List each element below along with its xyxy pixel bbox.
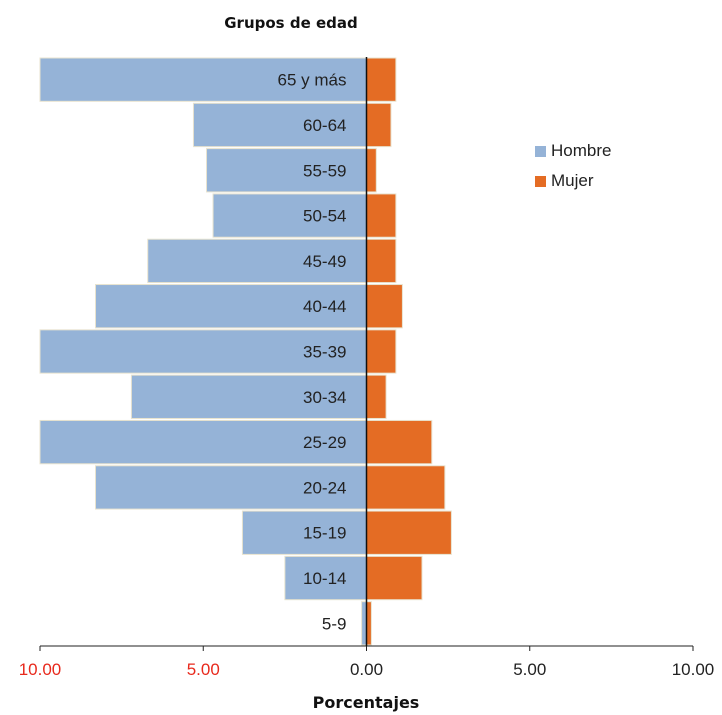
- bar-hombre-4: [147, 238, 367, 284]
- category-label-7: 30-34: [303, 388, 346, 407]
- bar-mujer-3: [366, 193, 397, 238]
- bar-hombre-5: [95, 284, 367, 329]
- category-label-6: 35-39: [303, 343, 346, 362]
- x-tick-label-1: 5.00: [187, 660, 220, 679]
- bar-hombre-7: [130, 374, 367, 419]
- legend-label-hombre: Hombre: [551, 141, 612, 160]
- category-label-12: 5-9: [322, 614, 347, 633]
- bar-mujer-2: [366, 148, 377, 193]
- category-label-8: 25-29: [303, 433, 346, 452]
- legend: Hombre Mujer: [535, 136, 611, 196]
- bar-hombre-2: [206, 148, 367, 193]
- category-label-4: 45-49: [303, 252, 346, 271]
- bar-hombre-3: [212, 193, 367, 238]
- legend-swatch-mujer: [535, 175, 546, 187]
- bar-hombre-8: [39, 419, 367, 465]
- legend-label-mujer: Mujer: [551, 171, 594, 190]
- bar-hombre-6: [39, 329, 367, 374]
- x-ticks-group: 10.00 5.00 0.00 5.00 10.00: [19, 646, 715, 679]
- bar-mujer-5: [366, 284, 403, 329]
- legend-item-hombre: Hombre: [535, 136, 611, 166]
- bar-mujer-0: [366, 57, 397, 102]
- category-labels-group: 65 y más 60-64 55-59 50-54 45-49 40-44 35-39 30…: [278, 71, 347, 634]
- category-label-2: 55-59: [303, 161, 346, 180]
- bar-mujer-11: [366, 555, 423, 601]
- x-axis-label: Porcentajes: [313, 693, 420, 712]
- category-label-10: 15-19: [303, 524, 346, 543]
- chart-title: Grupos de edad: [224, 14, 357, 32]
- bar-mujer-4: [366, 238, 397, 284]
- x-tick-label-4: 10.00: [672, 660, 715, 679]
- category-label-1: 60-64: [303, 116, 346, 135]
- category-label-0: 65 y más: [278, 71, 347, 90]
- bars-group: [39, 57, 452, 646]
- x-tick-label-2: 0.00: [350, 660, 383, 679]
- legend-item-mujer: Mujer: [535, 166, 611, 196]
- bar-mujer-8: [366, 419, 433, 465]
- bar-hombre-0: [39, 57, 367, 102]
- x-tick-label-0: 10.00: [19, 660, 62, 679]
- category-label-3: 50-54: [303, 207, 346, 226]
- x-tick-label-3: 5.00: [513, 660, 546, 679]
- bar-hombre-11: [284, 555, 367, 601]
- bar-hombre-9: [95, 465, 367, 510]
- category-label-5: 40-44: [303, 297, 346, 316]
- category-label-11: 10-14: [303, 569, 346, 588]
- category-label-9: 20-24: [303, 478, 346, 497]
- bar-mujer-10: [366, 510, 452, 555]
- legend-swatch-hombre: [535, 145, 546, 157]
- bar-mujer-6: [366, 329, 397, 374]
- bar-hombre-1: [192, 102, 367, 148]
- bar-mujer-1: [366, 102, 392, 148]
- bar-mujer-7: [366, 374, 387, 419]
- bar-mujer-9: [366, 465, 446, 510]
